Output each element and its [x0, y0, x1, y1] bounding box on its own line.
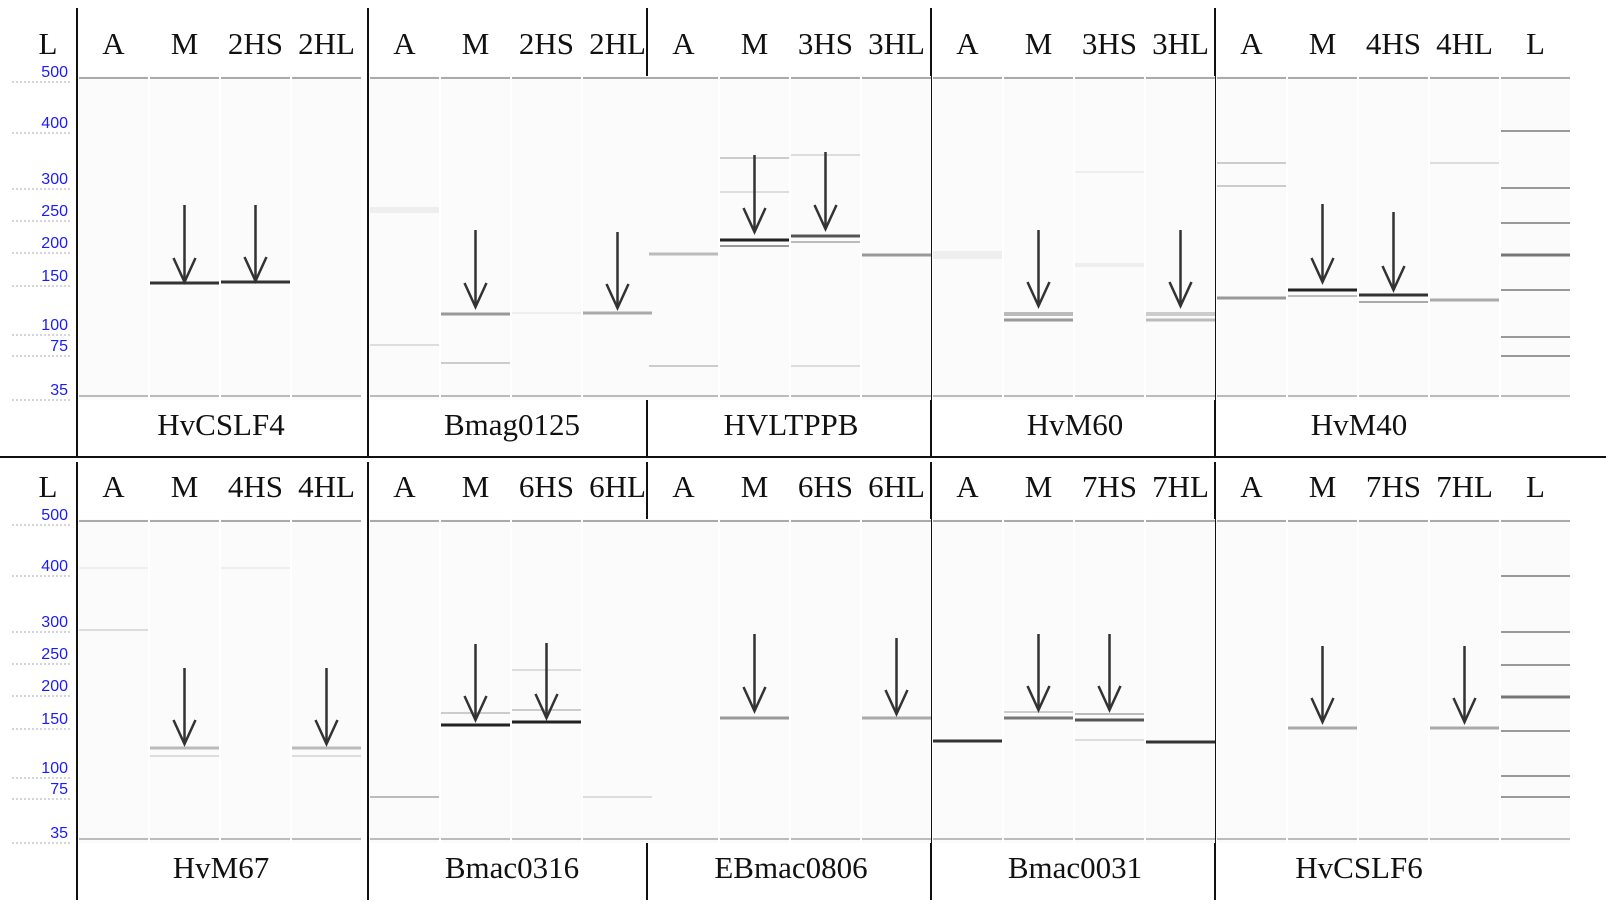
lane-label: A: [102, 26, 125, 61]
lane-label: L: [1526, 26, 1545, 61]
marker-name: HvM67: [173, 850, 269, 885]
ladder-size: 35: [50, 382, 68, 399]
ladder-size: 250: [41, 203, 68, 220]
ladder-size: 150: [41, 711, 68, 728]
lane: [1430, 76, 1499, 400]
lane-label: A: [393, 469, 416, 504]
lane-label: 3HL: [1152, 26, 1209, 61]
lane-label: A: [1240, 469, 1263, 504]
lane-label: 7HL: [1436, 469, 1493, 504]
lane-label: A: [956, 26, 979, 61]
lane-label: 6HL: [868, 469, 925, 504]
ladder-label: L: [39, 469, 58, 504]
ladder-size: 500: [41, 507, 68, 524]
lane-label: 7HL: [1152, 469, 1209, 504]
lane-label: M: [171, 469, 199, 504]
lane-label: 4HS: [1366, 26, 1421, 61]
lane: [1217, 76, 1286, 400]
lane-label: M: [1025, 469, 1053, 504]
lane-label: M: [171, 26, 199, 61]
ladder-size: 75: [50, 338, 68, 355]
lane: [649, 519, 718, 843]
lane: [1501, 76, 1570, 400]
ladder-size: 250: [41, 646, 68, 663]
marker-name: HvM60: [1027, 407, 1123, 442]
lane-label: 2HS: [519, 26, 574, 61]
lane-label: 2HL: [298, 26, 355, 61]
lane-label: 2HL: [589, 26, 646, 61]
lane-label: 3HS: [1082, 26, 1137, 61]
lane-label: 4HL: [1436, 26, 1493, 61]
marker-name: Bmag0125: [444, 407, 580, 442]
lane: [862, 76, 931, 400]
marker-name: Bmac0316: [445, 850, 579, 885]
ladder-size: 35: [50, 825, 68, 842]
lane: [1146, 519, 1215, 843]
lane: [933, 519, 1002, 843]
ladder-size: 500: [41, 64, 68, 81]
lane-label: A: [102, 469, 125, 504]
ladder-label: L: [39, 26, 58, 61]
lane: [933, 76, 1002, 400]
ladder-size: 300: [41, 171, 68, 188]
lane-label: M: [1025, 26, 1053, 61]
lane-label: M: [1309, 26, 1337, 61]
lane: [79, 76, 148, 400]
lane-label: A: [956, 469, 979, 504]
lane-label: 6HS: [798, 469, 853, 504]
lane: [649, 76, 718, 400]
lane: [583, 519, 652, 843]
lane-label: M: [741, 26, 769, 61]
ladder-size: 300: [41, 614, 68, 631]
lane-label: M: [462, 26, 490, 61]
lane-label: 3HL: [868, 26, 925, 61]
lane-label: 6HL: [589, 469, 646, 504]
lane-label: 4HL: [298, 469, 355, 504]
lane-label: A: [672, 469, 695, 504]
marker-name: HvCSLF6: [1295, 850, 1422, 885]
lane-label: M: [741, 469, 769, 504]
lane: [370, 76, 439, 400]
lane-label: M: [462, 469, 490, 504]
lane: [512, 76, 581, 400]
lane: [1217, 519, 1286, 843]
ladder-size: 100: [41, 317, 68, 334]
lane: [791, 76, 860, 400]
ladder-size: 150: [41, 268, 68, 285]
marker-name: HVLTPPB: [724, 407, 859, 442]
ladder-size: 75: [50, 781, 68, 798]
lane-label: 3HS: [798, 26, 853, 61]
marker-name: Bmac0031: [1008, 850, 1142, 885]
lane-label: A: [1240, 26, 1263, 61]
marker-name: EBmac0806: [714, 850, 867, 885]
lane-label: A: [672, 26, 695, 61]
lane: [720, 76, 789, 400]
ladder-size: 400: [41, 115, 68, 132]
lane: [370, 519, 439, 843]
lane: [292, 76, 361, 400]
lane: [791, 519, 860, 843]
marker-name: HvCSLF4: [157, 407, 285, 442]
lane: [1359, 519, 1428, 843]
ladder-size: 200: [41, 678, 68, 695]
lane-label: A: [393, 26, 416, 61]
ladder-size: 400: [41, 558, 68, 575]
marker-name: HvM40: [1311, 407, 1407, 442]
ladder-size: 100: [41, 760, 68, 777]
gel-figure: L 500 400 300 250 200 150 100 75 35 A M 2HS 2HL HvCSLF…: [0, 0, 1606, 921]
lane: [1501, 519, 1570, 843]
lane-label: 4HS: [228, 469, 283, 504]
lane-label: 7HS: [1082, 469, 1137, 504]
lane-label: 7HS: [1366, 469, 1421, 504]
lane-label: L: [1526, 469, 1545, 504]
lane: [1075, 76, 1144, 400]
ladder-size: 200: [41, 235, 68, 252]
lane-label: M: [1309, 469, 1337, 504]
lane-label: 2HS: [228, 26, 283, 61]
lane-label: 6HS: [519, 469, 574, 504]
